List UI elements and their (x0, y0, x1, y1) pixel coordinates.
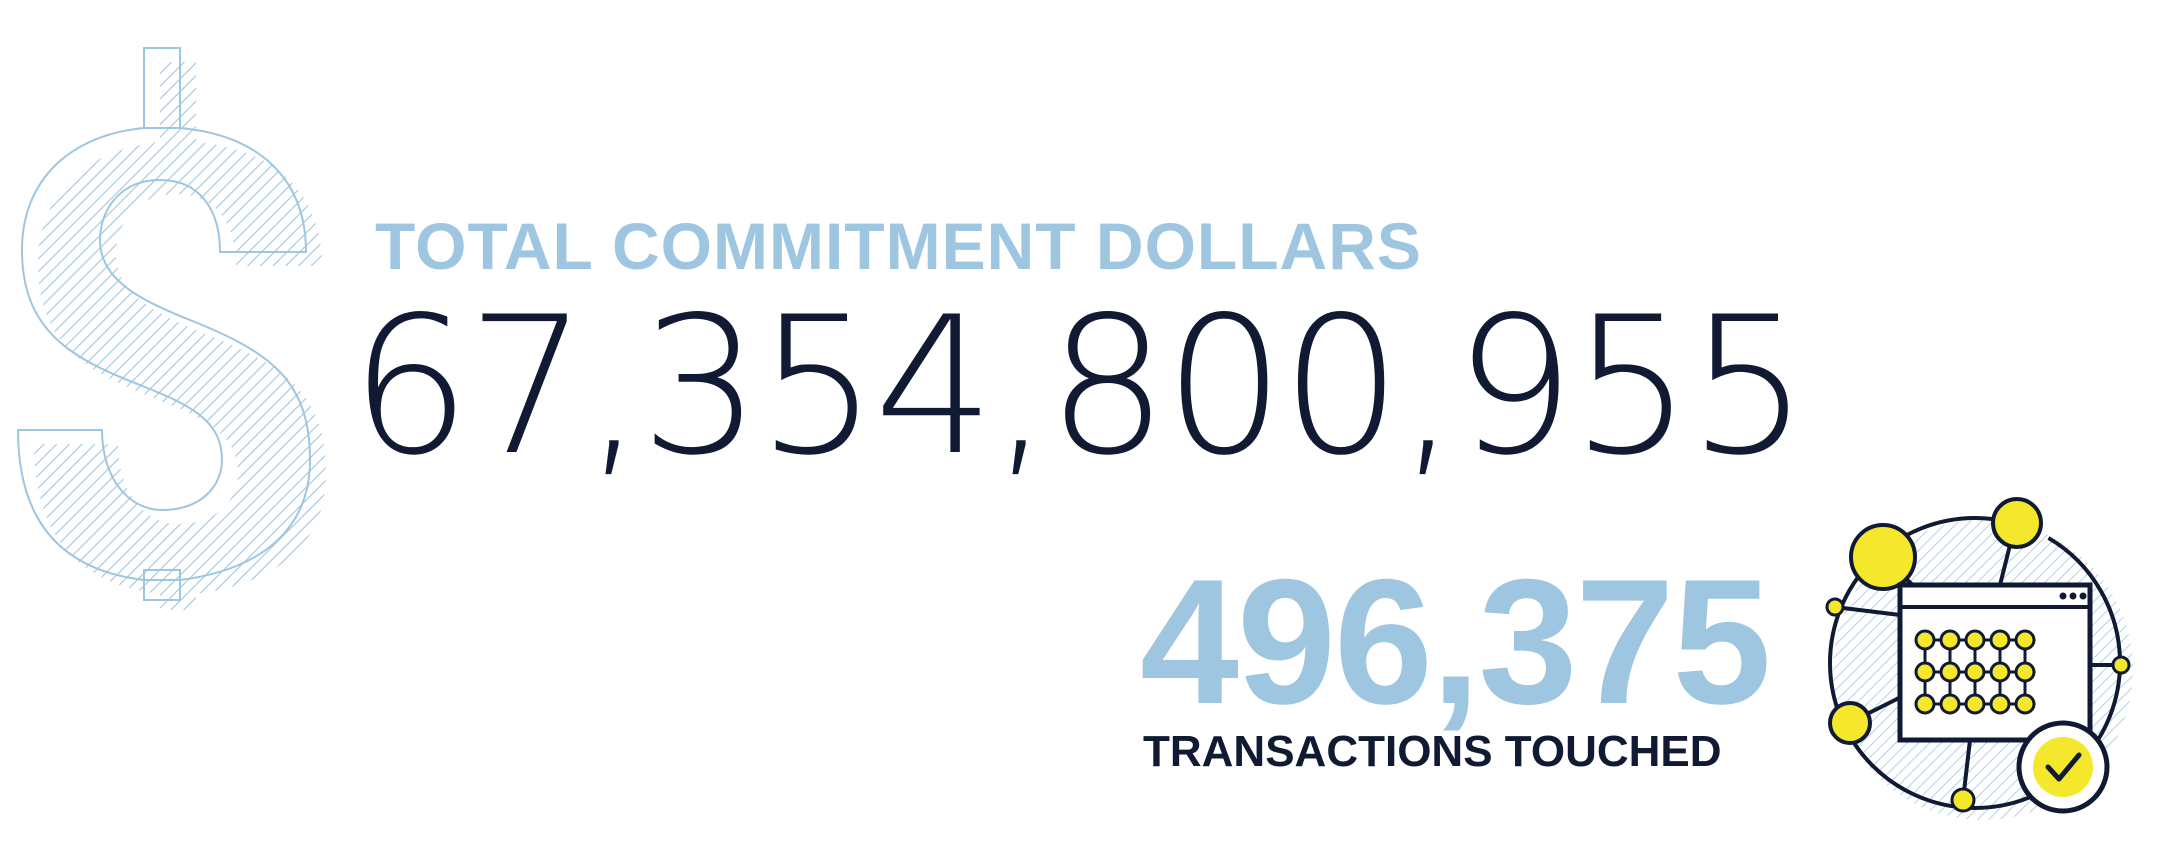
transaction-network-icon (1825, 497, 2133, 820)
transactions-label: TRANSACTIONS TOUCHED (1143, 727, 1722, 776)
dollar-sign-icon (16, 47, 326, 610)
commitment-label: TOTAL COMMITMENT DOLLARS (375, 209, 1422, 283)
commitment-value: 67,354,800,955 (350, 276, 1809, 497)
transactions-value: 496,375 (1140, 542, 1771, 741)
